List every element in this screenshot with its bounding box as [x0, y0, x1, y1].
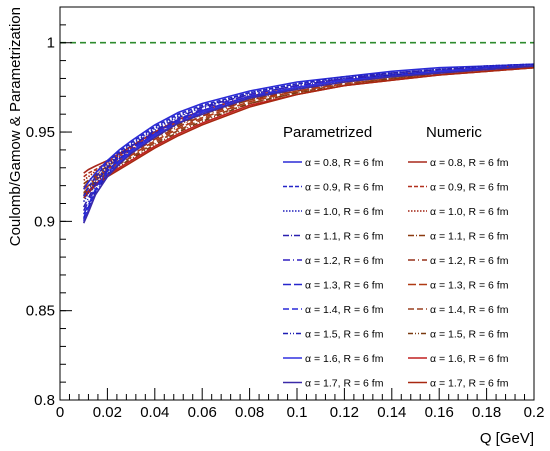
legend-label-numeric: α = 0.9, R = 6 fm [430, 182, 509, 194]
legend-label-numeric: α = 1.0, R = 6 fm [430, 206, 509, 218]
legend-label-parametrized: α = 1.0, R = 6 fm [305, 206, 384, 218]
legend-label-numeric: α = 1.3, R = 6 fm [430, 280, 509, 292]
parametrized-series-alpha-1-4 [82, 65, 535, 219]
numeric-series-alpha-1-4 [83, 66, 535, 194]
y-tick-label: 0.85 [26, 303, 55, 320]
legend-label-parametrized: α = 1.2, R = 6 fm [305, 255, 384, 267]
legend-label-parametrized: α = 0.9, R = 6 fm [305, 182, 384, 194]
x-tick-label: 0.08 [235, 404, 264, 421]
y-tick-label: 0.9 [34, 213, 55, 230]
parametrized-series-alpha-1-1 [82, 65, 535, 208]
legend-label-parametrized: α = 1.5, R = 6 fm [305, 329, 384, 341]
legend-label-parametrized: α = 1.7, R = 6 fm [305, 378, 384, 390]
legend-label-parametrized: α = 1.4, R = 6 fm [305, 304, 384, 316]
legend-label-numeric: α = 1.1, R = 6 fm [430, 231, 509, 243]
legend-label-numeric: α = 1.5, R = 6 fm [430, 329, 509, 341]
x-axis-label: Q [GeV] [480, 430, 534, 447]
legend-label-numeric: α = 1.4, R = 6 fm [430, 304, 509, 316]
legend-label-parametrized: α = 1.3, R = 6 fm [305, 280, 384, 292]
legend-label-numeric: α = 1.7, R = 6 fm [430, 378, 509, 390]
legend-label-parametrized: α = 1.6, R = 6 fm [305, 353, 384, 365]
x-tick-label: 0.12 [330, 404, 359, 421]
y-tick-label: 0.95 [26, 124, 55, 141]
x-tick-label: 0.06 [188, 404, 217, 421]
parametrized-series-alpha-1-7 [82, 65, 535, 224]
legend-header-parametrized: Parametrized [283, 124, 372, 141]
legend-label-numeric: α = 0.8, R = 6 fm [430, 157, 509, 169]
y-tick-label: 1 [47, 35, 55, 52]
legend-header-numeric: Numeric [426, 124, 482, 141]
x-tick-label: 0.02 [93, 404, 122, 421]
x-tick-label: 0.14 [377, 404, 406, 421]
x-tick-label: 0.04 [140, 404, 169, 421]
parametrized-series-alpha-1-5 [82, 65, 535, 220]
x-tick-label: 0.16 [425, 404, 454, 421]
legend-rows: α = 0.8, R = 6 fm α = 0.8, R = 6 fm α = 0.… [283, 157, 509, 390]
x-tick-label: 0.18 [472, 404, 501, 421]
x-tick-label: 0.1 [287, 404, 308, 421]
numeric-series-alpha-1-5 [83, 66, 535, 196]
y-tick-label: 0.8 [34, 392, 55, 409]
legend-label-parametrized: α = 0.8, R = 6 fm [305, 157, 384, 169]
x-tick-label: 0.2 [524, 404, 545, 421]
x-axis-ticks: 0 0.02 0.04 0.06 0.08 0.1 0.12 0.14 0.16 0.18 0.2 [56, 388, 545, 421]
numeric-series-alpha-1-2 [83, 65, 535, 188]
x-tick-label: 0 [56, 404, 64, 421]
legend: Parametrized Numeric α = 0.8, R = 6 fm α … [283, 124, 509, 390]
y-axis-label: Coulomb/Gamow & Parametrization [7, 7, 24, 246]
parametrized-series-alpha-0-8 [83, 63, 535, 190]
legend-label-numeric: α = 1.6, R = 6 fm [430, 353, 509, 365]
legend-label-parametrized: α = 1.1, R = 6 fm [305, 231, 384, 243]
legend-label-numeric: α = 1.2, R = 6 fm [430, 255, 509, 267]
series-layer [82, 63, 535, 224]
y-axis-ticks: 0.8 0.85 0.9 0.95 1 [26, 6, 72, 409]
